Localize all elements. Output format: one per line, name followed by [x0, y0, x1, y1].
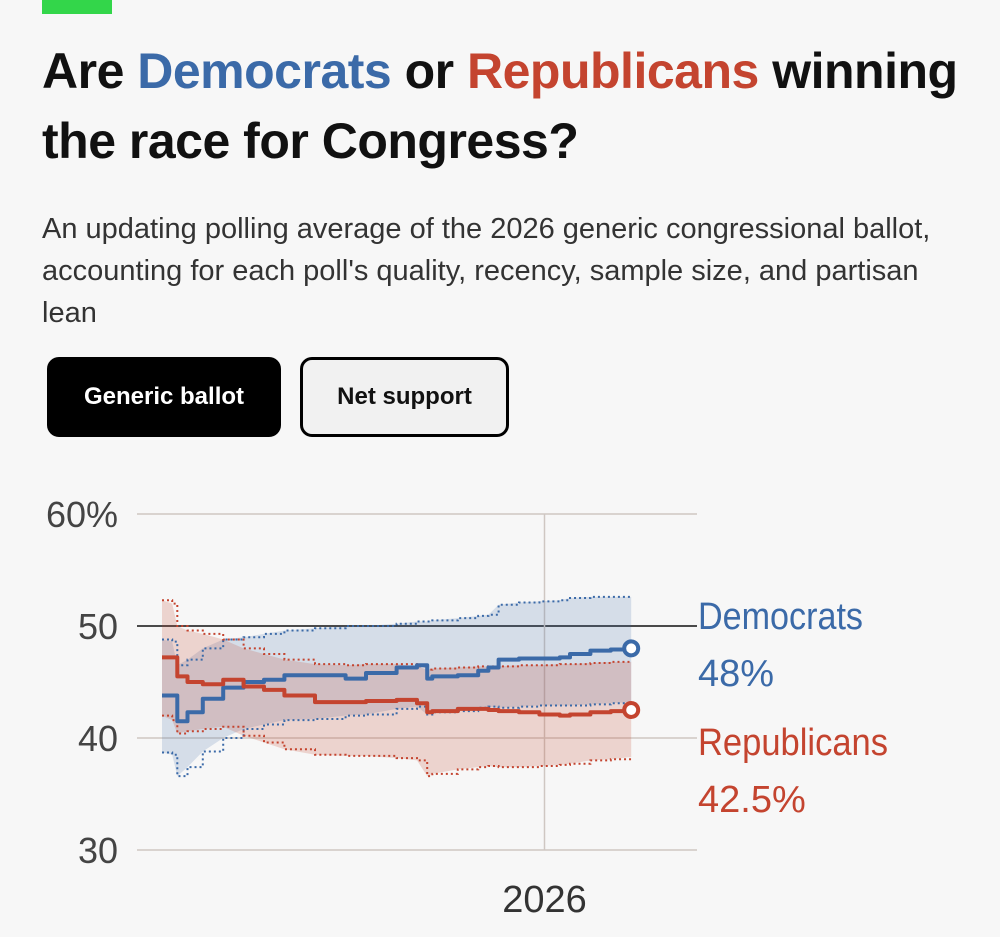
title-democrats: Democrats [137, 43, 392, 99]
net-support-button[interactable]: Net support [300, 357, 509, 437]
subtitle: An updating polling average of the 2026 … [42, 213, 931, 329]
polling-chart: 60% 50 40 30 2026 Democrats 48% Republicans 42.5… [46, 494, 888, 921]
democrats-lower-bound [162, 702, 633, 778]
republicans-upper-bound [162, 599, 632, 671]
republicans-series-label: Republicans [698, 722, 888, 764]
democrats-end-value: 48% [698, 653, 774, 695]
y-tick-label-30: 30 [78, 830, 118, 871]
title-part-1: Are [42, 43, 138, 99]
y-tick-label-50: 50 [78, 606, 118, 647]
page-title: Are Democrats or Republicans winning the… [42, 36, 972, 176]
democrats-confidence-band [162, 596, 632, 777]
democrats-series-label: Democrats [698, 596, 863, 638]
republicans-lower-bound [162, 714, 633, 778]
title-part-3: winning the race for Congress? [42, 43, 958, 169]
republicans-end-value: 42.5% [698, 779, 806, 821]
republicans-confidence-band [162, 600, 632, 777]
y-tick-label-60: 60% [46, 494, 118, 535]
accent-bar [42, 0, 112, 14]
generic-ballot-button[interactable]: Generic ballot [47, 357, 281, 437]
democrats-end-marker [622, 639, 641, 658]
republicans-line [162, 655, 634, 718]
title-part-2: or [391, 43, 468, 99]
x-tick-label: 2026 [502, 879, 587, 921]
title-republicans: Republicans [467, 43, 759, 99]
y-tick-label-40: 40 [78, 718, 118, 759]
democrats-line [162, 647, 634, 724]
republicans-end-marker [622, 701, 641, 719]
